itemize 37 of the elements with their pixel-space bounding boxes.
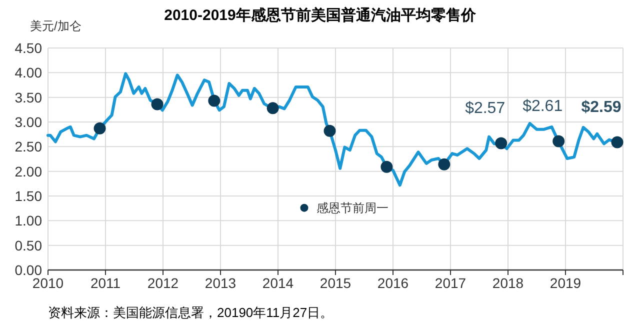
point	[266, 102, 279, 114]
x-tick-label: 2014	[262, 275, 294, 291]
x-tick-label: 2013	[204, 275, 236, 291]
point	[208, 94, 220, 107]
x-tick-label: 2012	[147, 275, 179, 291]
chart-title: 2010-2019年感恩节前美国普通汽油平均零售价	[164, 6, 477, 24]
x-tick-label: 2010	[32, 275, 64, 291]
x-tick-label: 2015	[320, 275, 352, 291]
point	[151, 98, 164, 110]
x-tick-label: 2016	[377, 275, 409, 291]
y-tick-label: 1.00	[14, 212, 42, 229]
x-tick-label: 2011	[90, 275, 121, 291]
y-tick-label: 4.50	[14, 40, 42, 56]
point	[380, 160, 393, 173]
point	[438, 158, 450, 170]
y-tick-label: 4.00	[14, 64, 42, 81]
point	[324, 124, 336, 137]
x-tick-label: 2018	[492, 275, 524, 291]
y-tick-label: 0.50	[14, 237, 42, 254]
text: 资料来源：美国能源信息署，20190年11月27日。	[48, 305, 334, 320]
x-tick-label: 2019	[550, 275, 582, 291]
data-label: $2.59	[581, 99, 622, 116]
y-tick-label: 0.00	[14, 262, 42, 278]
legend-label: 感恩节前周一	[316, 200, 388, 215]
point	[94, 122, 106, 134]
x-tick-label: 2017	[434, 275, 466, 291]
y-tick-label: 3.50	[14, 89, 42, 106]
point	[552, 135, 565, 148]
data-label: $2.61	[522, 98, 563, 116]
y-tick-label: 2.50	[14, 138, 42, 155]
y-tick-label: 2.00	[14, 163, 42, 180]
point	[495, 137, 508, 150]
point	[611, 136, 624, 148]
y-axis-title: 美元/加仑	[30, 19, 82, 33]
data-label: $2.57	[465, 100, 506, 118]
y-tick-label: 1.50	[14, 188, 42, 204]
y-tick-label: 3.00	[14, 114, 42, 130]
